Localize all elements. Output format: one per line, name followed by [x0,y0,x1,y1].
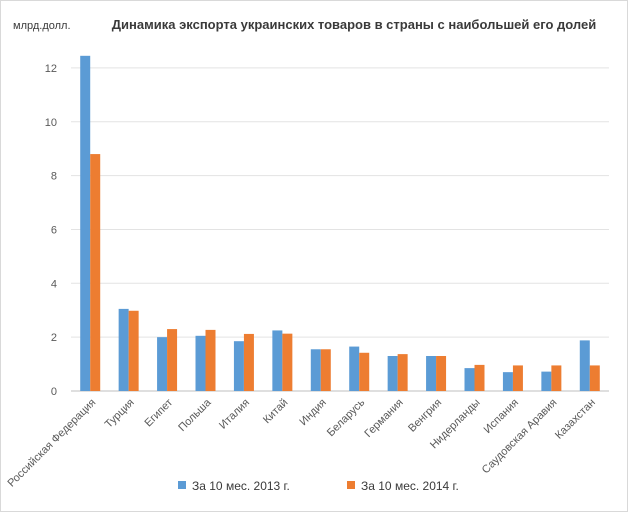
y-tick-label: 4 [51,278,57,290]
category-label: Германия [362,397,405,440]
category-label: Китай [261,397,291,427]
bar-series-1 [349,346,360,391]
bar-series-1 [233,341,244,391]
legend-label: За 10 мес. 2014 г. [361,479,459,493]
legend-label: За 10 мес. 2013 г. [192,479,290,493]
bar-series-2 [359,352,370,391]
bar-series-1 [387,356,398,391]
y-tick-labels: 0 2 4 6 8 10 12 [45,63,57,398]
bar-series-2 [90,154,101,391]
bar-series-1 [541,371,552,391]
category-label: Египет [142,397,175,430]
legend-swatch [347,481,355,489]
category-label: Венгрия [406,397,444,435]
bar-series-2 [589,365,600,391]
bar-series-2 [205,329,216,391]
bar-series-2 [397,354,408,391]
category-label: Казахстан [553,397,598,442]
chart-title: Динамика экспорта украинских товаров в с… [112,17,596,32]
bar-series-2 [128,310,139,391]
category-label: Польша [176,396,214,434]
bar-series-2 [282,333,293,391]
category-labels: Российская Федерация Турция Египет Польша Ит… [5,396,597,490]
y-tick-label: 12 [45,63,57,75]
category-label: Российская Федерация [5,397,98,490]
bar-series-1 [195,335,206,391]
bar-series-2 [167,329,178,391]
category-label: Индия [297,397,328,428]
bar-series-2 [474,364,485,391]
bar-series-2 [512,365,523,391]
bar-series-1 [579,340,590,391]
bar-series-1 [80,55,91,392]
bar-series-1 [464,368,475,391]
legend: За 10 мес. 2013 г. За 10 мес. 2014 г. [178,479,459,493]
bar-series-2 [320,349,331,391]
bar-series-1 [272,330,283,391]
gridlines [71,67,609,392]
category-label: Беларусь [325,396,368,439]
bar-series-2 [243,333,254,391]
bar-series-2 [551,365,562,391]
bar-series-1 [157,337,168,391]
y-tick-label: 6 [51,224,57,236]
legend-swatch [178,481,186,489]
bar-series-1 [118,308,129,391]
category-label: Саудовская Аравия [480,397,560,477]
category-label: Испания [482,397,521,436]
bar-series-1 [502,372,513,391]
bars [80,55,600,392]
bar-series-2 [436,356,447,391]
y-axis-label: млрд.долл. [13,20,71,32]
bar-series-1 [426,356,437,391]
category-label: Италия [217,397,252,432]
bar-series-1 [310,349,321,391]
y-tick-label: 0 [51,386,57,398]
category-label: Турция [103,397,137,431]
y-tick-label: 2 [51,332,57,344]
y-tick-label: 10 [45,117,57,129]
y-tick-label: 8 [51,171,57,183]
